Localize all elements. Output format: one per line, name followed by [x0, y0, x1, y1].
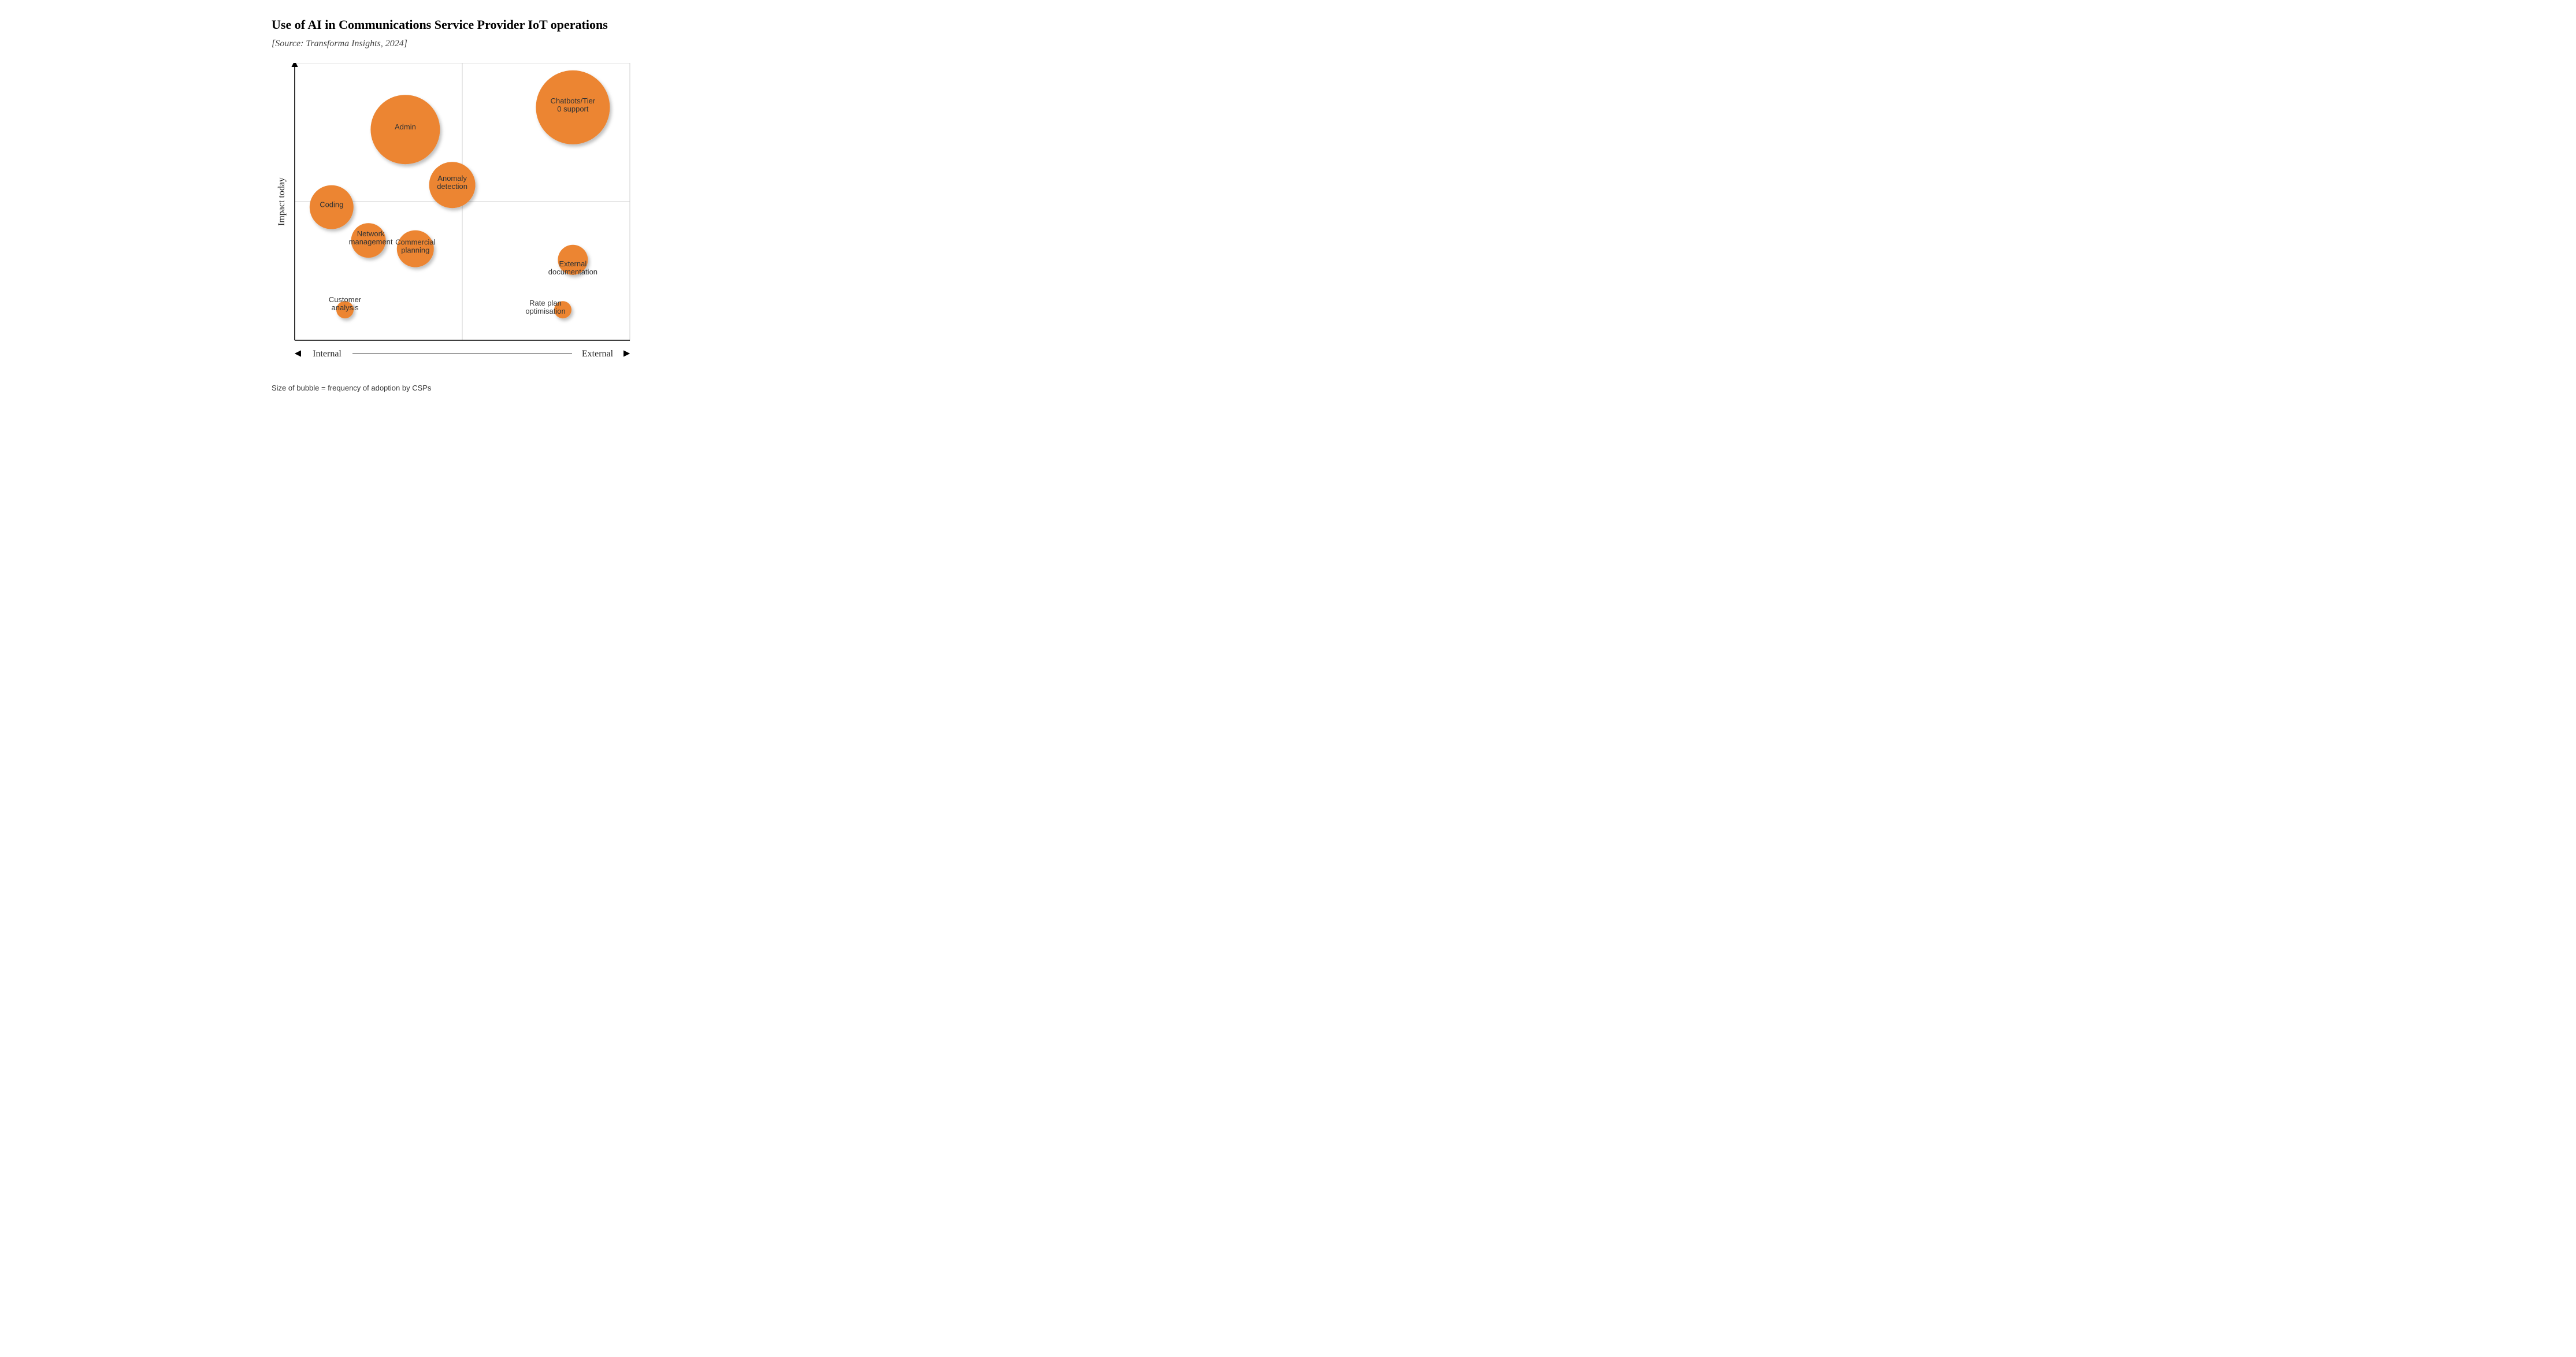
bubble-label: Anomalydetection [437, 174, 467, 191]
x-axis-left-label: Internal [313, 349, 342, 359]
bubble-chart-svg: Impact today Internal External Chatbots/Tie… [272, 63, 636, 369]
y-axis-label: Impact today [277, 177, 287, 226]
bubble-label: Customeranalysis [329, 295, 362, 312]
bubble-chatbots-tier-0-support: Chatbots/Tier0 support [536, 70, 610, 144]
chart-area: Impact today Internal External Chatbots/Tie… [272, 63, 647, 372]
bubble-label: Coding [320, 200, 343, 209]
bubble-label: Commercialplanning [395, 238, 435, 255]
bubble-admin: Admin [370, 95, 440, 164]
chart-footnote: Size of bubble = frequency of adoption b… [272, 384, 647, 392]
bubble-rate-plan-optimisation: Rate planoptimisation [525, 299, 571, 318]
bubble-label: Admin [395, 122, 416, 131]
chart-block: Use of AI in Communications Service Prov… [272, 17, 647, 400]
bubble-label: Rate planoptimisation [525, 299, 565, 315]
x-axis-right-label: External [582, 349, 614, 359]
bubble-coding: Coding [310, 185, 354, 229]
bubble-anomaly-detection: Anomalydetection [429, 162, 476, 208]
page: Use of AI in Communications Service Prov… [0, 0, 867, 456]
chart-source: [Source: Transforma Insights, 2024] [272, 39, 647, 49]
chart-title: Use of AI in Communications Service Prov… [272, 17, 647, 32]
